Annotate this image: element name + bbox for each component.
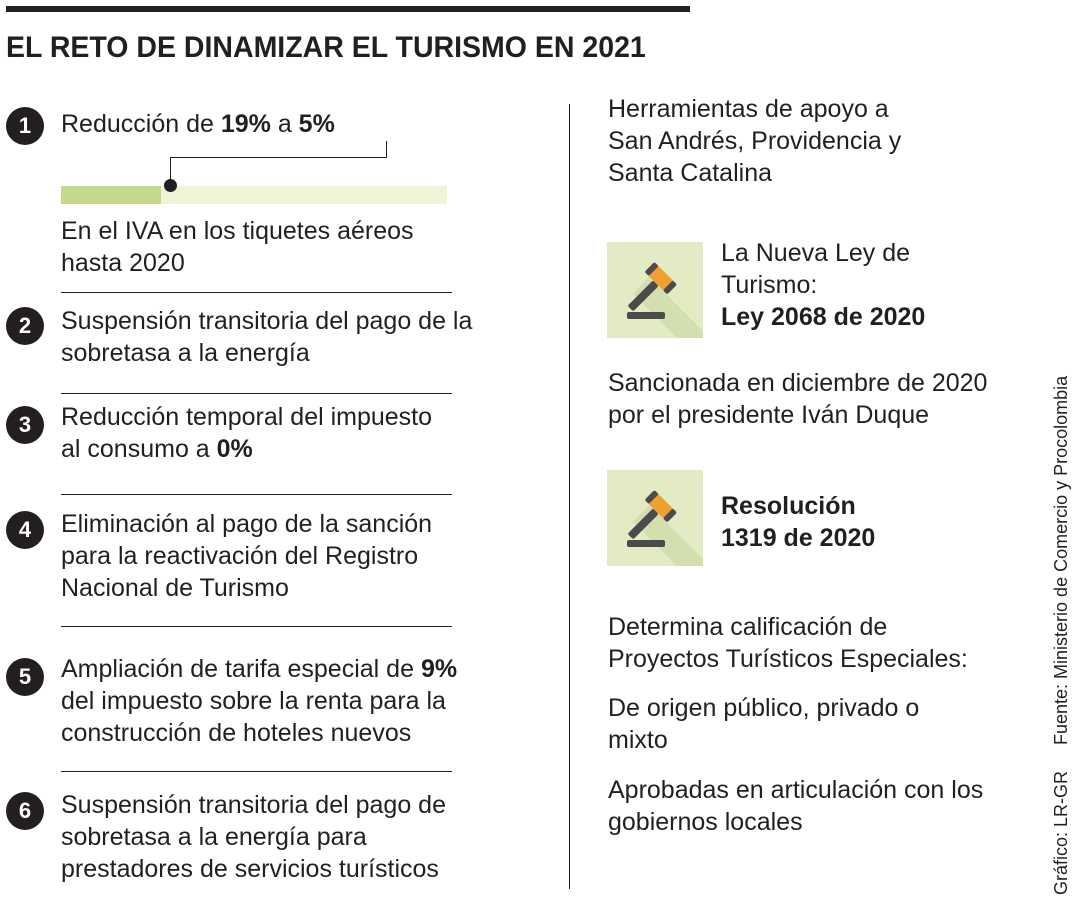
number-badge-1: 1: [6, 107, 44, 145]
measure-5-text: Ampliación de tarifa especial de 9% del i…: [61, 655, 458, 747]
support-tools-intro: Herramientas de apoyo a San Andrés, Provi…: [608, 95, 902, 187]
approved-text: Aprobadas en articulación con los gobiern…: [608, 776, 984, 836]
top-rule: [6, 6, 690, 12]
iva-bar-fill: [61, 186, 162, 204]
number-badge-3: 3: [6, 406, 44, 444]
measure-3-text: Reducción temporal del impuesto al consum…: [61, 403, 433, 463]
column-divider: [569, 104, 570, 889]
page-title: EL RETO DE DINAMIZAR EL TURISMO EN 2021: [6, 31, 646, 64]
gavel-icon: [607, 242, 703, 338]
divider: [61, 393, 452, 394]
origin-text: De origen público, privado o mixto: [608, 694, 920, 754]
source-credit: Fuente: Ministerio de Comercio y Procolo…: [1051, 375, 1071, 745]
callout-connector: [170, 157, 386, 158]
callout-dot: [164, 179, 177, 192]
number-badge-6: 6: [6, 792, 44, 830]
number-badge-2: 2: [6, 307, 44, 345]
divider: [61, 771, 452, 772]
law-sanction-text: Sancionada en diciembre de 2020 por el pr…: [608, 369, 988, 429]
measure-6-text: Suspensión transitoria del pago de sobret…: [61, 791, 446, 883]
callout-connector: [170, 157, 171, 185]
measure-4-text: Eliminación al pago de la sanción para la…: [61, 510, 433, 602]
number-badge-4: 4: [6, 511, 44, 549]
measure-2-text: Suspensión transitoria del pago de la sob…: [61, 307, 473, 367]
gavel-icon: [607, 470, 703, 566]
divider: [61, 626, 452, 627]
measure-1-headline: Reducción de 19% a 5%: [61, 110, 335, 138]
graphic-credit: Gráfico: LR-GR: [1051, 770, 1071, 895]
measure-1-note: En el IVA en los tiquetes aéreos hasta 20…: [61, 217, 414, 277]
resolution-title: Resolución 1319 de 2020: [721, 492, 876, 552]
determina-text: Determina calificación de Proyectos Turís…: [608, 613, 968, 673]
divider: [61, 494, 452, 495]
new-tourism-law: La Nueva Ley de Turismo: Ley 2068 de 2020: [721, 239, 926, 331]
callout-connector: [386, 141, 387, 158]
number-badge-5: 5: [6, 658, 44, 696]
divider: [61, 292, 452, 293]
